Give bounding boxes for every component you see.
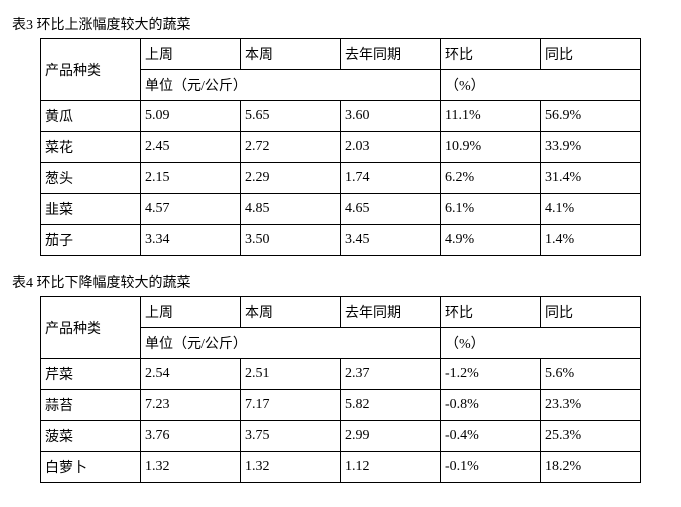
col-this-week: 本周 bbox=[241, 297, 341, 328]
cell-last-week: 2.54 bbox=[141, 359, 241, 390]
cell-name: 茄子 bbox=[41, 225, 141, 256]
cell-last-year: 1.12 bbox=[341, 452, 441, 483]
cell-name: 菠菜 bbox=[41, 421, 141, 452]
cell-last-year: 3.45 bbox=[341, 225, 441, 256]
cell-last-year: 2.03 bbox=[341, 132, 441, 163]
cell-yoy: 31.4% bbox=[541, 163, 641, 194]
cell-this-week: 1.32 bbox=[241, 452, 341, 483]
cell-last-year: 2.37 bbox=[341, 359, 441, 390]
col-yoy: 同比 bbox=[541, 39, 641, 70]
cell-last-year: 3.60 bbox=[341, 101, 441, 132]
cell-mom: -0.8% bbox=[441, 390, 541, 421]
cell-yoy: 56.9% bbox=[541, 101, 641, 132]
cell-name: 蒜苔 bbox=[41, 390, 141, 421]
cell-mom: 4.9% bbox=[441, 225, 541, 256]
cell-this-week: 2.51 bbox=[241, 359, 341, 390]
table-row: 芹菜 2.54 2.51 2.37 -1.2% 5.6% bbox=[41, 359, 641, 390]
col-mom: 环比 bbox=[441, 297, 541, 328]
percent-header: （%） bbox=[441, 328, 641, 359]
cell-this-week: 7.17 bbox=[241, 390, 341, 421]
table4-header-row1: 产品种类 上周 本周 去年同期 环比 同比 bbox=[41, 297, 641, 328]
cell-last-week: 1.32 bbox=[141, 452, 241, 483]
cell-yoy: 1.4% bbox=[541, 225, 641, 256]
cell-yoy: 5.6% bbox=[541, 359, 641, 390]
cell-this-week: 2.72 bbox=[241, 132, 341, 163]
cell-name: 芹菜 bbox=[41, 359, 141, 390]
cell-mom: 6.2% bbox=[441, 163, 541, 194]
col-product: 产品种类 bbox=[41, 297, 141, 359]
cell-last-week: 5.09 bbox=[141, 101, 241, 132]
cell-last-week: 2.15 bbox=[141, 163, 241, 194]
table-row: 蒜苔 7.23 7.17 5.82 -0.8% 23.3% bbox=[41, 390, 641, 421]
cell-yoy: 23.3% bbox=[541, 390, 641, 421]
cell-mom: -1.2% bbox=[441, 359, 541, 390]
cell-this-week: 5.65 bbox=[241, 101, 341, 132]
cell-last-year: 4.65 bbox=[341, 194, 441, 225]
cell-this-week: 4.85 bbox=[241, 194, 341, 225]
table-row: 葱头 2.15 2.29 1.74 6.2% 31.4% bbox=[41, 163, 641, 194]
unit-price-header: 单位（元/公斤） bbox=[141, 70, 441, 101]
table3-header-row1: 产品种类 上周 本周 去年同期 环比 同比 bbox=[41, 39, 641, 70]
cell-name: 韭菜 bbox=[41, 194, 141, 225]
cell-last-year: 5.82 bbox=[341, 390, 441, 421]
table-row: 白萝卜 1.32 1.32 1.12 -0.1% 18.2% bbox=[41, 452, 641, 483]
col-mom: 环比 bbox=[441, 39, 541, 70]
col-this-week: 本周 bbox=[241, 39, 341, 70]
cell-last-week: 3.34 bbox=[141, 225, 241, 256]
table-row: 菠菜 3.76 3.75 2.99 -0.4% 25.3% bbox=[41, 421, 641, 452]
cell-this-week: 3.50 bbox=[241, 225, 341, 256]
cell-last-week: 4.57 bbox=[141, 194, 241, 225]
cell-mom: 11.1% bbox=[441, 101, 541, 132]
table-row: 茄子 3.34 3.50 3.45 4.9% 1.4% bbox=[41, 225, 641, 256]
col-yoy: 同比 bbox=[541, 297, 641, 328]
cell-mom: -0.1% bbox=[441, 452, 541, 483]
col-last-week: 上周 bbox=[141, 297, 241, 328]
cell-name: 黄瓜 bbox=[41, 101, 141, 132]
cell-yoy: 33.9% bbox=[541, 132, 641, 163]
col-last-week: 上周 bbox=[141, 39, 241, 70]
table3-caption: 表3 环比上涨幅度较大的蔬菜 bbox=[12, 14, 669, 34]
col-last-year: 去年同期 bbox=[341, 297, 441, 328]
cell-last-week: 7.23 bbox=[141, 390, 241, 421]
cell-name: 白萝卜 bbox=[41, 452, 141, 483]
cell-yoy: 18.2% bbox=[541, 452, 641, 483]
table-row: 菜花 2.45 2.72 2.03 10.9% 33.9% bbox=[41, 132, 641, 163]
cell-name: 菜花 bbox=[41, 132, 141, 163]
cell-last-week: 2.45 bbox=[141, 132, 241, 163]
table-row: 韭菜 4.57 4.85 4.65 6.1% 4.1% bbox=[41, 194, 641, 225]
cell-mom: 6.1% bbox=[441, 194, 541, 225]
cell-last-week: 3.76 bbox=[141, 421, 241, 452]
cell-yoy: 25.3% bbox=[541, 421, 641, 452]
percent-header: （%） bbox=[441, 70, 641, 101]
table4-caption: 表4 环比下降幅度较大的蔬菜 bbox=[12, 272, 669, 292]
cell-mom: 10.9% bbox=[441, 132, 541, 163]
cell-this-week: 3.75 bbox=[241, 421, 341, 452]
cell-last-year: 2.99 bbox=[341, 421, 441, 452]
cell-name: 葱头 bbox=[41, 163, 141, 194]
unit-price-header: 单位（元/公斤） bbox=[141, 328, 441, 359]
cell-yoy: 4.1% bbox=[541, 194, 641, 225]
table4: 产品种类 上周 本周 去年同期 环比 同比 单位（元/公斤） （%） 芹菜 2.… bbox=[40, 296, 641, 483]
cell-mom: -0.4% bbox=[441, 421, 541, 452]
table-row: 黄瓜 5.09 5.65 3.60 11.1% 56.9% bbox=[41, 101, 641, 132]
cell-last-year: 1.74 bbox=[341, 163, 441, 194]
col-product: 产品种类 bbox=[41, 39, 141, 101]
col-last-year: 去年同期 bbox=[341, 39, 441, 70]
table3: 产品种类 上周 本周 去年同期 环比 同比 单位（元/公斤） （%） 黄瓜 5.… bbox=[40, 38, 641, 256]
cell-this-week: 2.29 bbox=[241, 163, 341, 194]
